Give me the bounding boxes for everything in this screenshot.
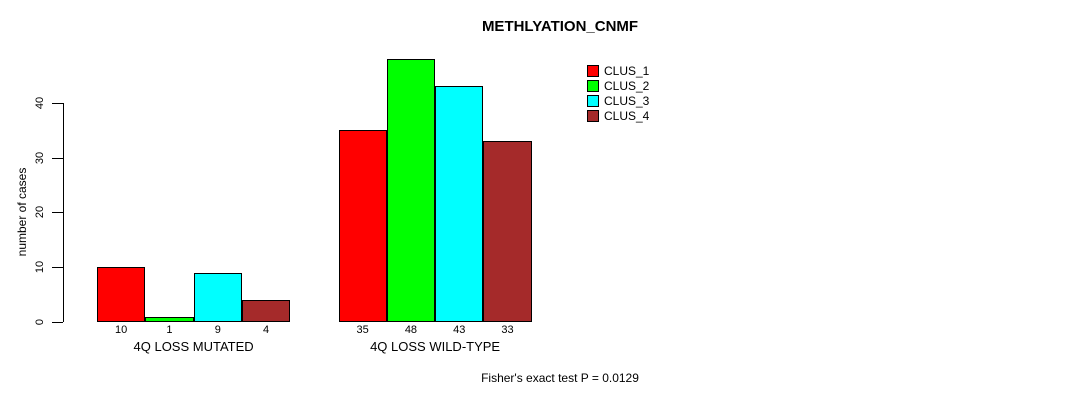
bar-value-label: 48 [404,324,418,336]
bar-value-label: 10 [115,324,128,336]
legend-swatch-icon [587,79,599,92]
bar-clus_3-group2 [435,86,484,322]
y-tick-label: 10 [34,261,46,274]
legend-row: CLUS_2 [587,78,649,93]
y-tick-mark [52,157,63,159]
fisher-test-annotation: Fisher's exact test P = 0.0129 [481,371,639,385]
y-tick-mark [52,267,63,269]
bar-clus_1-group2 [338,130,387,322]
bar-clus_2-group1 [145,316,194,322]
legend-label: CLUS_3 [604,93,650,108]
bar-value-label: 4 [262,324,270,336]
legend-label: CLUS_1 [604,63,650,78]
bar-clus_4-group2 [483,141,532,322]
bar-clus_4-group1 [241,300,291,322]
chart-title: METHLYATION_CNMF [481,18,639,35]
legend-swatch-icon [587,94,599,107]
y-tick-label: 40 [34,96,46,109]
bar-value-label: 9 [214,324,221,336]
bar-value-label: 35 [356,324,369,336]
legend-row: CLUS_3 [587,93,649,108]
legend-swatch-icon [587,64,599,77]
group-label: 4Q LOSS MUTATED [133,339,254,354]
y-tick-mark [52,322,63,323]
legend-label: CLUS_2 [604,78,650,93]
y-axis-line [63,103,64,322]
legend-row: CLUS_4 [587,108,649,123]
y-axis-title: number of cases [15,167,29,257]
bar-clus_1-group1 [97,267,146,322]
y-tick-label: 30 [34,151,46,164]
y-tick-mark [52,102,63,104]
bar-clus_3-group1 [193,272,242,322]
legend-label: CLUS_4 [604,108,650,123]
legend: CLUS_1 CLUS_2 CLUS_3 CLUS_4 [587,63,649,123]
bar-value-label: 33 [501,324,514,336]
bar-value-label: 1 [166,324,173,336]
y-tick-label: 20 [34,206,46,219]
bar-clus_2-group2 [386,58,436,322]
group-label: 4Q LOSS WILD-TYPE [370,339,501,354]
legend-swatch-icon [587,109,599,122]
y-tick-mark [52,212,63,214]
y-tick-label: 0 [34,318,46,326]
bar-value-label: 43 [453,324,466,336]
legend-row: CLUS_1 [587,63,649,78]
